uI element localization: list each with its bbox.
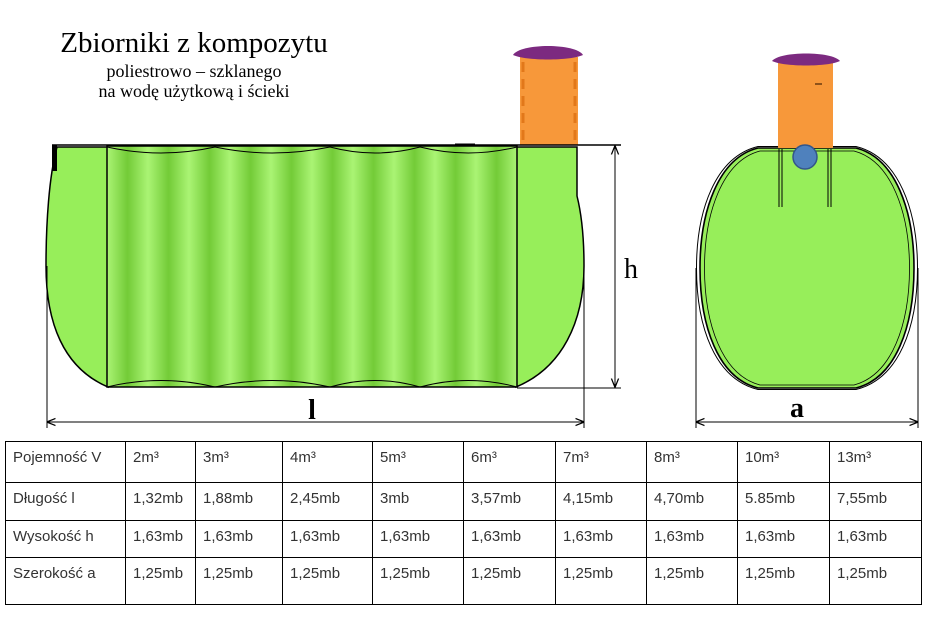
height-value: 1,63mb — [372, 520, 464, 558]
length-label: l — [308, 395, 316, 426]
corrugated-body — [106, 145, 518, 388]
height-value: 1,63mb — [737, 520, 830, 558]
height-value: 1,63mb — [125, 520, 196, 558]
left-top-marker — [52, 145, 57, 171]
end-riser — [772, 53, 840, 148]
subtitle-line-1: poliestrowo – szklanego — [106, 61, 282, 81]
capacity-spec-table: Pojemność V 2m³ 3m³ 4m³ 5m³ 6m³ 7m³ 8m³ … — [5, 441, 922, 605]
capacity-value: 2m³ — [125, 441, 196, 483]
capacity-value: 6m³ — [463, 441, 556, 483]
top-ribs — [106, 146, 518, 154]
length-value: 5.85mb — [737, 482, 830, 521]
table-row-height: Wysokość h 1,63mb 1,63mb 1,63mb 1,63mb 1… — [5, 520, 922, 558]
length-value: 4,70mb — [646, 482, 738, 521]
side-view-tank — [45, 46, 621, 389]
side-riser — [513, 46, 583, 145]
table-row-width: Szerokość a 1,25mb 1,25mb 1,25mb 1,25mb … — [5, 557, 922, 605]
bottom-ribs — [106, 380, 518, 388]
width-value: 1,25mb — [463, 557, 556, 605]
width-value: 1,25mb — [829, 557, 922, 605]
capacity-value: 4m³ — [282, 441, 373, 483]
height-value: 1,63mb — [282, 520, 373, 558]
capacity-value: 10m³ — [737, 441, 830, 483]
end-view-outer-outline — [695, 146, 919, 390]
length-value: 7,55mb — [829, 482, 922, 521]
length-value: 4,15mb — [555, 482, 647, 521]
width-value: 1,25mb — [737, 557, 830, 605]
length-dimension: l — [46, 266, 585, 428]
length-value: 1,88mb — [195, 482, 283, 521]
capacity-value: 8m³ — [646, 441, 738, 483]
width-value: 1,25mb — [555, 557, 647, 605]
height-value: 1,63mb — [195, 520, 283, 558]
height-value: 1,63mb — [829, 520, 922, 558]
capacity-value: 7m³ — [555, 441, 647, 483]
width-row-label: Szerokość a — [5, 557, 126, 605]
left-end-cap — [45, 146, 109, 389]
height-row-label: Wysokość h — [5, 520, 126, 558]
width-value: 1,25mb — [195, 557, 283, 605]
top-fitting-mark — [455, 143, 475, 147]
riser-pipe — [520, 57, 578, 145]
end-view-tank — [695, 53, 919, 390]
end-riser-cap — [772, 53, 840, 66]
length-row-label: Długość l — [5, 482, 126, 521]
height-value: 1,63mb — [555, 520, 647, 558]
length-value: 3mb — [372, 482, 464, 521]
capacity-value: 13m³ — [829, 441, 922, 483]
end-riser-pipe — [778, 63, 833, 148]
capacity-value: 5m³ — [372, 441, 464, 483]
length-value: 1,32mb — [125, 482, 196, 521]
riser-cap — [513, 46, 583, 60]
width-value: 1,25mb — [125, 557, 196, 605]
width-label: a — [790, 393, 804, 424]
length-value: 2,45mb — [282, 482, 373, 521]
height-dimension: h — [517, 146, 638, 389]
capacity-label: Pojemność V — [5, 441, 126, 483]
width-dimension: a — [695, 268, 919, 428]
end-view-shell — [699, 147, 915, 389]
height-value: 1,63mb — [463, 520, 556, 558]
end-view-inner-outline — [704, 150, 910, 386]
page-title: Zbiorniki z kompozytu — [60, 27, 328, 59]
tank-diagram: h l a — [45, 46, 919, 428]
capacity-value: 3m³ — [195, 441, 283, 483]
width-value: 1,25mb — [372, 557, 464, 605]
width-value: 1,25mb — [646, 557, 738, 605]
table-row-length: Długość l 1,32mb 1,88mb 2,45mb 3mb 3,57m… — [5, 482, 922, 521]
height-value: 1,63mb — [646, 520, 738, 558]
inlet-pipe-circle — [792, 144, 818, 170]
subtitle-line-2: na wodę użytkową i ścieki — [98, 81, 290, 101]
right-end-cap — [515, 146, 585, 389]
width-value: 1,25mb — [282, 557, 373, 605]
length-value: 3,57mb — [463, 482, 556, 521]
height-label: h — [624, 254, 638, 285]
table-row-capacity: Pojemność V 2m³ 3m³ 4m³ 5m³ 6m³ 7m³ 8m³ … — [5, 441, 922, 483]
